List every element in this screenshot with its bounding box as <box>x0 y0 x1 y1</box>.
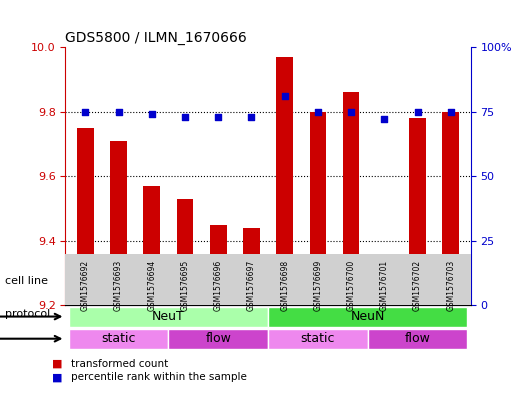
Point <box>314 108 322 115</box>
Text: GSM1576703: GSM1576703 <box>446 259 455 311</box>
Bar <box>343 92 359 305</box>
Text: flow: flow <box>205 332 231 345</box>
Text: static: static <box>101 332 136 345</box>
FancyBboxPatch shape <box>168 329 268 349</box>
Point <box>181 114 189 120</box>
Point <box>147 111 156 118</box>
Point <box>347 108 355 115</box>
Text: ■: ■ <box>52 372 63 382</box>
Point <box>247 114 256 120</box>
Bar <box>376 270 393 305</box>
Text: NeuT: NeuT <box>152 310 185 323</box>
Text: GSM1576692: GSM1576692 <box>81 259 90 310</box>
Text: flow: flow <box>405 332 430 345</box>
FancyBboxPatch shape <box>69 329 168 349</box>
Bar <box>442 112 459 305</box>
Bar <box>310 112 326 305</box>
Text: GSM1576694: GSM1576694 <box>147 259 156 311</box>
Text: GSM1576696: GSM1576696 <box>214 259 223 311</box>
Point <box>380 116 389 123</box>
FancyBboxPatch shape <box>69 307 268 327</box>
Text: GSM1576697: GSM1576697 <box>247 259 256 311</box>
Point <box>413 108 422 115</box>
Text: ■: ■ <box>52 358 63 369</box>
Text: GSM1576693: GSM1576693 <box>114 259 123 311</box>
Bar <box>110 141 127 305</box>
Point <box>280 93 289 99</box>
Text: NeuN: NeuN <box>350 310 385 323</box>
Text: protocol: protocol <box>5 309 51 320</box>
FancyBboxPatch shape <box>368 329 468 349</box>
Bar <box>210 225 226 305</box>
Text: GSM1576699: GSM1576699 <box>313 259 322 311</box>
Text: static: static <box>301 332 335 345</box>
Bar <box>177 199 194 305</box>
Bar <box>143 186 160 305</box>
FancyBboxPatch shape <box>268 307 468 327</box>
Text: GSM1576701: GSM1576701 <box>380 259 389 310</box>
Text: GSM1576698: GSM1576698 <box>280 259 289 310</box>
Bar <box>243 228 260 305</box>
Text: percentile rank within the sample: percentile rank within the sample <box>71 372 246 382</box>
Bar <box>276 57 293 305</box>
Point <box>115 108 123 115</box>
Bar <box>409 118 426 305</box>
Text: GDS5800 / ILMN_1670666: GDS5800 / ILMN_1670666 <box>65 31 247 45</box>
Text: cell line: cell line <box>5 276 48 286</box>
Text: GSM1576695: GSM1576695 <box>180 259 189 311</box>
Text: GSM1576700: GSM1576700 <box>347 259 356 311</box>
Point <box>214 114 222 120</box>
Point <box>81 108 89 115</box>
Text: GSM1576702: GSM1576702 <box>413 259 422 310</box>
Text: transformed count: transformed count <box>71 358 168 369</box>
FancyBboxPatch shape <box>268 329 368 349</box>
Point <box>447 108 455 115</box>
Bar <box>77 128 94 305</box>
